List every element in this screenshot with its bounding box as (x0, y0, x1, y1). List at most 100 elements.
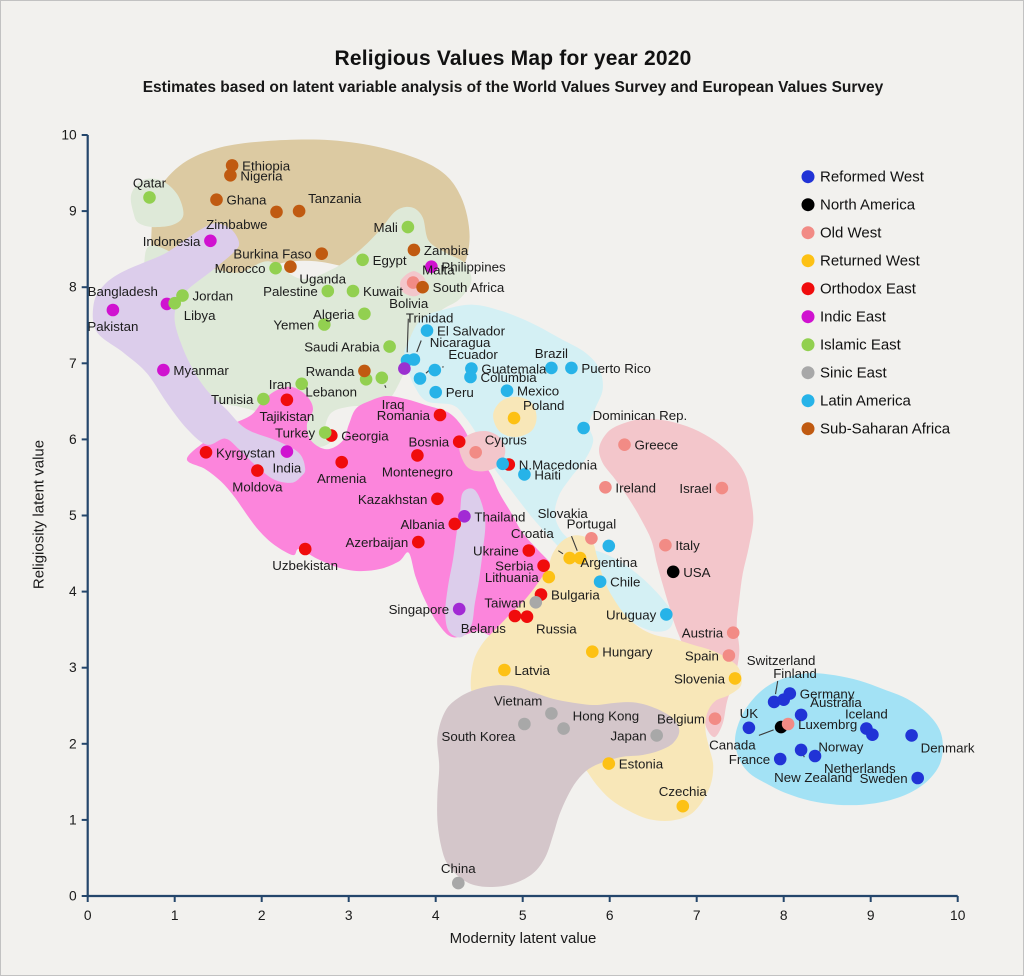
data-point-romania[interactable] (433, 408, 447, 422)
data-point-myanmar[interactable] (157, 363, 170, 377)
data-point-columbia[interactable] (464, 370, 477, 384)
data-point-serbia[interactable] (537, 559, 550, 572)
data-point-nicaragua[interactable] (413, 372, 427, 385)
data-point-south-korea[interactable] (518, 717, 531, 731)
data-point-hungary[interactable] (586, 645, 599, 658)
data-point-uganda[interactable] (284, 260, 297, 274)
data-point-china[interactable] (452, 876, 465, 890)
data-point-new-zealand[interactable] (794, 743, 808, 757)
data-point-austria[interactable] (726, 626, 740, 639)
data-point-haiti[interactable] (518, 468, 531, 481)
data-point-greece[interactable] (618, 438, 631, 452)
data-point-trinidad[interactable] (407, 353, 421, 366)
data-point-azerbaijan[interactable] (412, 535, 425, 549)
data-point-denmark[interactable] (905, 729, 918, 742)
data-point-uruguay[interactable] (660, 608, 673, 621)
data-point-cyprus[interactable] (469, 446, 483, 459)
data-point-mali[interactable] (401, 220, 415, 234)
data-point-norway[interactable] (866, 728, 879, 741)
data-point-croatia[interactable] (563, 551, 576, 565)
data-point-el-salvador[interactable] (420, 324, 434, 337)
data-point-zimbabwe[interactable] (270, 205, 283, 219)
data-point-albania[interactable] (448, 517, 462, 531)
data-point-libya[interactable] (168, 296, 181, 310)
data-point-montenegro[interactable] (411, 449, 424, 462)
data-point-bosnia[interactable] (452, 435, 466, 449)
data-point-ecuador[interactable] (428, 363, 442, 377)
data-point-rwanda[interactable] (358, 364, 371, 378)
data-point-sweden[interactable] (911, 771, 924, 785)
data-point-italy[interactable] (659, 538, 672, 552)
data-point-ethiopia[interactable] (225, 159, 239, 172)
data-point-dot[interactable] (496, 457, 510, 471)
data-point-estonia[interactable] (602, 757, 616, 770)
data-point-saudi-arabia[interactable] (383, 340, 396, 353)
data-point-dominican-rep-[interactable] (577, 421, 590, 435)
data-point-kazakhstan[interactable] (431, 492, 444, 506)
data-point-uk[interactable] (742, 721, 756, 735)
data-point-spain[interactable] (722, 649, 736, 662)
data-point-poland[interactable] (507, 411, 521, 425)
data-point-taiwan[interactable] (529, 596, 543, 609)
data-point-india[interactable] (280, 445, 294, 458)
data-point-peru[interactable] (429, 385, 443, 399)
data-point-morocco[interactable] (269, 261, 282, 275)
data-point-ireland[interactable] (599, 481, 612, 494)
data-point-nigeria[interactable] (224, 169, 237, 182)
data-point-slovenia[interactable] (728, 672, 742, 685)
data-point-tajikistan[interactable] (280, 393, 294, 407)
data-point-brazil[interactable] (545, 361, 558, 375)
data-point-latvia[interactable] (498, 663, 511, 677)
data-point-portugal[interactable] (585, 532, 598, 545)
data-point-czechia[interactable] (676, 799, 690, 813)
data-point-turkey[interactable] (318, 426, 332, 439)
data-point-usa[interactable] (666, 565, 680, 579)
data-point-netherlands[interactable] (808, 749, 822, 763)
data-point-zambia[interactable] (407, 243, 421, 257)
data-point-malta[interactable] (406, 276, 420, 289)
data-point-algeria[interactable] (358, 307, 371, 321)
data-point-moldova[interactable] (251, 464, 264, 477)
data-point-israel[interactable] (715, 481, 729, 495)
data-point-hong-kong[interactable] (557, 722, 570, 735)
data-point-kuwait[interactable] (346, 284, 360, 298)
data-point-germany[interactable] (783, 687, 797, 700)
data-point-palestine[interactable] (321, 284, 335, 298)
data-point-belarus[interactable] (508, 609, 522, 623)
data-point-vietnam[interactable] (545, 707, 558, 720)
data-point-singapore[interactable] (452, 602, 466, 616)
data-point-dot[interactable] (398, 362, 411, 375)
data-point-philippines[interactable] (425, 260, 438, 274)
data-point-kyrgystan[interactable] (199, 446, 213, 459)
data-point-chile[interactable] (593, 575, 607, 588)
data-point-lithuania[interactable] (542, 570, 556, 584)
data-point-ukraine[interactable] (522, 544, 536, 557)
data-point-argentina[interactable] (602, 539, 616, 553)
data-point-qatar[interactable] (143, 191, 156, 204)
data-point-japan[interactable] (650, 729, 663, 742)
data-point-egypt[interactable] (356, 253, 369, 267)
data-point-france[interactable] (773, 752, 787, 766)
data-point-belgium[interactable] (708, 712, 722, 725)
data-point-burkina-faso[interactable] (315, 247, 329, 260)
data-point-australia[interactable] (794, 708, 808, 722)
data-point-uzbekistan[interactable] (298, 542, 312, 556)
data-point-ghana[interactable] (210, 193, 223, 206)
data-point-jordan[interactable] (176, 289, 189, 302)
data-point-mexico[interactable] (500, 384, 514, 398)
data-point-yemen[interactable] (318, 318, 331, 331)
data-point-switzerland[interactable] (767, 695, 781, 709)
data-point-tunisia[interactable] (257, 392, 270, 406)
data-point-south-africa[interactable] (416, 280, 429, 294)
data-point-russia[interactable] (520, 610, 534, 623)
data-point-pakistan[interactable] (106, 303, 120, 317)
data-point-tanzania[interactable] (292, 204, 306, 218)
data-point-slovakia[interactable] (573, 551, 587, 565)
data-point-puerto-rico[interactable] (565, 361, 578, 375)
data-point-armenia[interactable] (335, 455, 349, 469)
data-point-iraq[interactable] (375, 371, 389, 385)
data-point-iran[interactable] (295, 377, 309, 391)
data-point-thailand[interactable] (458, 510, 471, 523)
data-point-indonesia[interactable] (204, 234, 217, 248)
data-point-luxembrg[interactable] (781, 717, 795, 731)
